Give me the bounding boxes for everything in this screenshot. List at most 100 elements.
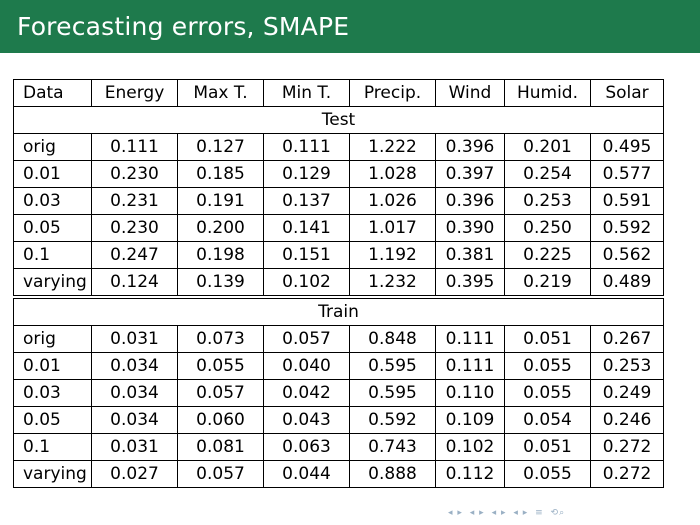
nav-search-icon[interactable]: ⟲⌕ <box>550 508 566 518</box>
value-cell: 0.253 <box>589 352 665 380</box>
value-cell: 0.595 <box>349 352 436 380</box>
value-cell: 0.272 <box>589 460 665 488</box>
value-cell: 0.141 <box>263 214 350 242</box>
row-label-cell: 0.01 <box>13 352 92 380</box>
row-label-cell: 0.05 <box>13 406 92 434</box>
section-row-train: Train <box>12 298 665 326</box>
value-cell: 0.231 <box>91 187 178 215</box>
value-cell: 0.057 <box>177 460 264 488</box>
value-cell: 0.250 <box>504 214 591 242</box>
row-label-cell: varying <box>13 268 92 296</box>
value-cell: 0.055 <box>504 379 591 407</box>
value-cell: 0.081 <box>177 433 264 461</box>
table-row: 0.05 0.230 0.200 0.141 1.017 0.390 0.250 0.592 <box>13 214 664 242</box>
value-cell: 0.230 <box>91 160 178 188</box>
value-cell: 0.034 <box>91 352 178 380</box>
value-cell: 1.017 <box>349 214 436 242</box>
nav-first-icon[interactable]: ◂ ▸ <box>448 508 463 518</box>
value-cell: 0.054 <box>504 406 591 434</box>
section-row-test: Test <box>13 106 664 134</box>
nav-align-icon[interactable]: ≡ <box>535 508 544 518</box>
value-cell: 0.040 <box>263 352 350 380</box>
row-label-cell: varying <box>13 460 92 488</box>
value-cell: 0.200 <box>177 214 264 242</box>
value-cell: 0.042 <box>263 379 350 407</box>
table-row: 0.01 0.034 0.055 0.040 0.595 0.111 0.055 0.253 <box>13 352 665 380</box>
value-cell: 0.031 <box>91 433 178 461</box>
value-cell: 0.381 <box>435 241 505 269</box>
nav-prev-section-icon[interactable]: ◂ ▸ <box>491 508 507 518</box>
value-cell: 0.112 <box>435 460 505 488</box>
column-header-wind: Wind <box>435 79 505 107</box>
table-row: varying 0.027 0.057 0.044 0.888 0.112 0.055 0.2… <box>13 460 665 488</box>
value-cell: 0.592 <box>590 214 664 242</box>
value-cell: 0.397 <box>435 160 505 188</box>
value-cell: 0.185 <box>177 160 264 188</box>
value-cell: 0.267 <box>589 325 665 353</box>
table-row: orig 0.111 0.127 0.111 1.222 0.396 0.201 0.495 <box>13 133 664 161</box>
row-label-cell: 0.1 <box>13 433 92 461</box>
value-cell: 0.390 <box>435 214 505 242</box>
value-cell: 0.888 <box>349 460 436 488</box>
row-label-cell: 0.03 <box>13 379 92 407</box>
value-cell: 0.111 <box>435 352 505 380</box>
value-cell: 0.562 <box>590 241 664 269</box>
value-cell: 0.127 <box>177 133 264 161</box>
value-cell: 0.246 <box>589 406 665 434</box>
value-cell: 0.151 <box>263 241 350 269</box>
row-label-cell: orig <box>13 325 92 353</box>
value-cell: 0.396 <box>435 187 505 215</box>
value-cell: 0.111 <box>263 133 350 161</box>
table-row: orig 0.031 0.073 0.057 0.848 0.111 0.051 0.267 <box>13 325 665 353</box>
value-cell: 0.253 <box>504 187 591 215</box>
value-cell: 0.055 <box>177 352 264 380</box>
value-cell: 0.139 <box>177 268 264 296</box>
value-cell: 1.232 <box>349 268 436 296</box>
column-header-data: Data <box>13 79 92 107</box>
value-cell: 0.102 <box>435 433 505 461</box>
value-cell: 0.055 <box>504 460 591 488</box>
row-label-cell: 0.05 <box>13 214 92 242</box>
value-cell: 0.044 <box>263 460 350 488</box>
value-cell: 0.191 <box>177 187 264 215</box>
value-cell: 0.031 <box>91 325 178 353</box>
value-cell: 0.051 <box>504 325 591 353</box>
nav-next-section-icon[interactable]: ◂ ▸ <box>513 508 529 518</box>
slide-header: Forecasting errors, SMAPE <box>0 0 700 53</box>
value-cell: 0.592 <box>349 406 436 434</box>
value-cell: 0.272 <box>589 433 665 461</box>
value-cell: 0.129 <box>263 160 350 188</box>
value-cell: 0.102 <box>263 268 350 296</box>
table-row: 0.1 0.031 0.081 0.063 0.743 0.102 0.051 0.272 <box>13 433 665 461</box>
row-label-cell: 0.03 <box>13 187 92 215</box>
row-label-cell: 0.01 <box>13 160 92 188</box>
value-cell: 0.043 <box>263 406 350 434</box>
value-cell: 0.051 <box>504 433 591 461</box>
value-cell: 0.848 <box>349 325 436 353</box>
value-cell: 1.028 <box>349 160 436 188</box>
smape-test-table: Data Energy Max T. Min T. Precip. Wind H… <box>13 79 664 296</box>
value-cell: 0.577 <box>590 160 664 188</box>
value-cell: 1.192 <box>349 241 436 269</box>
value-cell: 0.057 <box>263 325 350 353</box>
beamer-navigation: ◂ ▸ ◂ ▸ ◂ ▸ ◂ ▸ ≡ ⟲⌕ <box>448 508 696 520</box>
test-rows: orig 0.111 0.127 0.111 1.222 0.396 0.201 0.495 0… <box>13 133 664 296</box>
value-cell: 0.137 <box>263 187 350 215</box>
value-cell: 0.063 <box>263 433 350 461</box>
value-cell: 0.489 <box>590 268 664 296</box>
smape-train-table: Train orig 0.031 0.073 0.057 0.848 0.111 0.051… <box>12 298 665 488</box>
value-cell: 0.060 <box>177 406 264 434</box>
column-header-solar: Solar <box>590 79 664 107</box>
table-row: 0.01 0.230 0.185 0.129 1.028 0.397 0.254 0.577 <box>13 160 664 188</box>
nav-prev-frame-icon[interactable]: ◂ ▸ <box>469 508 485 518</box>
value-cell: 0.109 <box>435 406 505 434</box>
table-row: 0.03 0.034 0.057 0.042 0.595 0.110 0.055 0.249 <box>13 379 665 407</box>
value-cell: 0.249 <box>589 379 665 407</box>
table-row: 0.03 0.231 0.191 0.137 1.026 0.396 0.253 0.591 <box>13 187 664 215</box>
value-cell: 0.027 <box>91 460 178 488</box>
header-row: Data Energy Max T. Min T. Precip. Wind H… <box>13 79 664 107</box>
value-cell: 1.026 <box>349 187 436 215</box>
value-cell: 0.230 <box>91 214 178 242</box>
row-label-cell: 0.1 <box>13 241 92 269</box>
table-row: 0.05 0.034 0.060 0.043 0.592 0.109 0.054 0.246 <box>13 406 665 434</box>
